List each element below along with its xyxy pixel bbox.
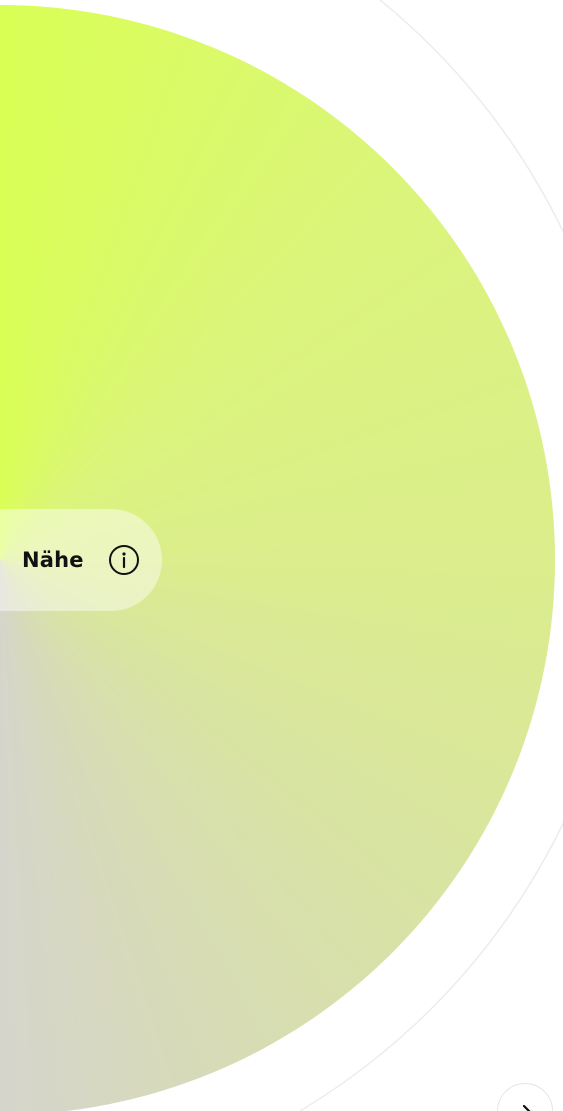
category-label: Nähe [22, 548, 84, 572]
arrow-icon [522, 1104, 531, 1111]
ring-arc [299, 0, 563, 1111]
next-button[interactable] [497, 1083, 553, 1111]
category-pill[interactable]: Nähe [0, 509, 162, 611]
info-icon[interactable] [108, 544, 140, 576]
